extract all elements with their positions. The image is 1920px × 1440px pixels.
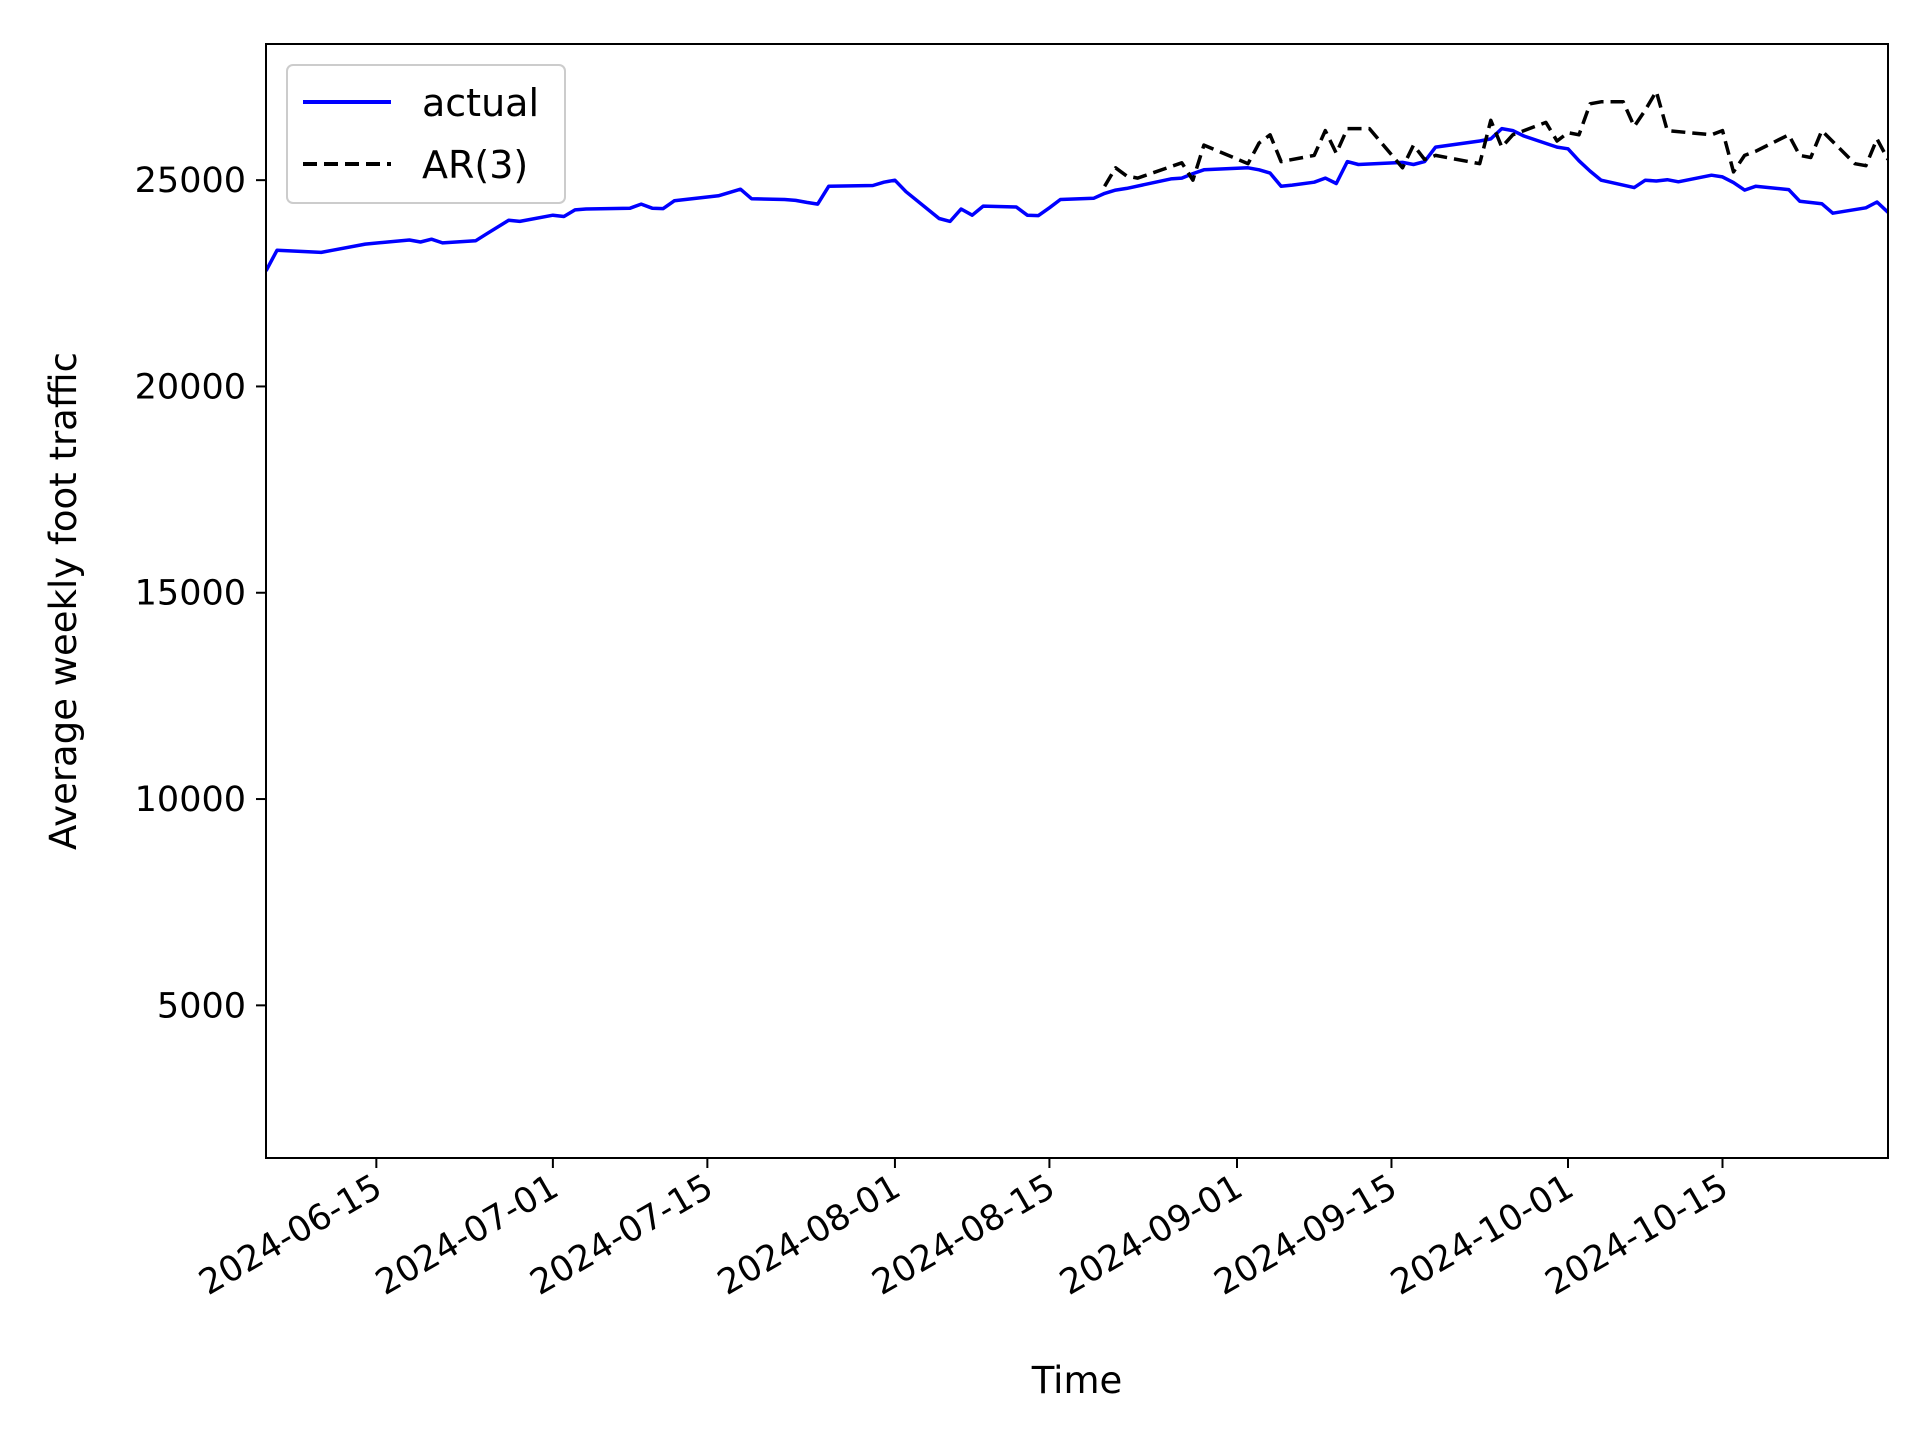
y-tick-label: 25000 — [135, 161, 246, 201]
y-tick-label: 10000 — [135, 780, 246, 820]
legend-label-ar3: AR(3) — [422, 143, 528, 187]
series-layer — [266, 89, 1888, 272]
legend: actual AR(3) — [286, 64, 566, 204]
legend-box — [286, 64, 566, 204]
series-line-1 — [1103, 89, 1888, 188]
series-line-0 — [266, 126, 1888, 272]
y-tick-label: 20000 — [135, 367, 246, 407]
y-tick-label: 5000 — [157, 986, 246, 1026]
y-axis: 5000 10000 15000 20000 25000 — [135, 161, 266, 1026]
y-axis-label: Average weekly foot traffic — [42, 352, 85, 850]
legend-label-actual: actual — [422, 81, 539, 125]
plot-frame — [265, 43, 1889, 1159]
y-tick-label: 15000 — [135, 574, 246, 614]
x-axis-label: Time — [1031, 1359, 1123, 1402]
